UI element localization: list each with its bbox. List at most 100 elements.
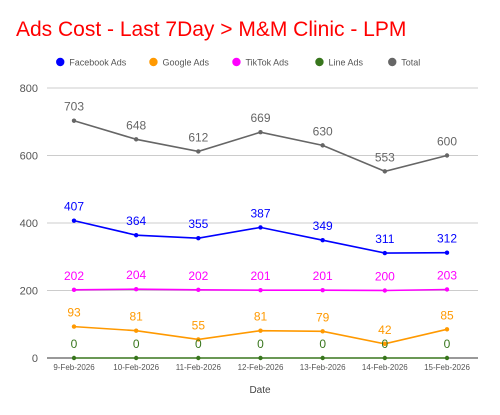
legend-label-tiktok-ads: TikTok Ads <box>245 57 289 67</box>
data-point-line-ads <box>382 355 388 361</box>
data-label-facebook-ads: 311 <box>375 232 394 246</box>
data-label-total: 630 <box>313 124 333 138</box>
data-point-tiktok-ads <box>71 287 77 293</box>
data-point-google-ads <box>71 324 77 329</box>
y-tick-label: 800 <box>20 83 38 95</box>
x-tick-label: 13-Feb-2026 <box>300 363 346 372</box>
data-label-total: 612 <box>188 130 208 144</box>
data-point-tiktok-ads <box>382 288 388 293</box>
data-label-total: 553 <box>375 150 395 164</box>
series-lines <box>71 118 450 361</box>
data-point-tiktok-ads <box>133 286 139 292</box>
data-point-line-ads <box>71 355 77 361</box>
legend-label-total: Total <box>401 57 420 67</box>
data-label-facebook-ads: 312 <box>437 232 457 246</box>
data-point-google-ads <box>320 329 325 334</box>
legend-swatch-google-ads <box>149 57 158 67</box>
y-tick-label: 400 <box>20 218 38 230</box>
data-point-tiktok-ads <box>258 287 263 293</box>
data-label-tiktok-ads: 201 <box>250 269 270 283</box>
data-point-facebook-ads <box>382 250 388 256</box>
x-tick-label: 12-Feb-2026 <box>238 363 284 372</box>
legend-swatch-tiktok-ads <box>232 57 241 67</box>
y-tick-label: 0 <box>32 353 38 365</box>
data-label-tiktok-ads: 201 <box>313 269 333 283</box>
data-label-facebook-ads: 355 <box>188 217 208 231</box>
data-label-google-ads: 55 <box>192 318 206 332</box>
data-label-line-ads: 0 <box>195 337 202 351</box>
data-label-facebook-ads: 349 <box>313 219 333 233</box>
data-point-tiktok-ads <box>320 287 325 293</box>
data-point-google-ads <box>444 327 450 332</box>
data-point-google-ads <box>196 337 201 342</box>
data-point-total <box>258 130 263 135</box>
data-point-facebook-ads <box>133 232 139 238</box>
data-label-google-ads: 93 <box>67 306 81 320</box>
data-point-google-ads <box>382 341 388 347</box>
data-label-google-ads: 81 <box>129 310 143 324</box>
data-point-line-ads <box>196 355 201 361</box>
data-point-total <box>320 143 325 148</box>
data-point-line-ads <box>320 355 325 361</box>
data-point-facebook-ads <box>196 235 201 241</box>
data-label-line-ads: 0 <box>444 337 451 351</box>
data-point-total <box>196 149 201 154</box>
legend-label-facebook-ads: Facebook Ads <box>69 57 127 67</box>
chart-title: Ads Cost - Last 7Day > M&M Clinic - LPM <box>16 18 407 41</box>
legend-label-line-ads: Line Ads <box>328 57 363 67</box>
x-tick-label: 9-Feb-2026 <box>53 363 95 372</box>
data-label-total: 669 <box>250 111 270 125</box>
legend-swatch-facebook-ads <box>56 57 65 67</box>
data-labels: 407 364 355 387 349 311 312 93 81 55 81 79 42 85 202 20… <box>64 100 457 351</box>
x-axis-ticks: 9-Feb-2026 10-Feb-2026 11-Feb-2026 12-Feb-2… <box>53 363 470 372</box>
data-label-tiktok-ads: 204 <box>126 268 146 282</box>
x-tick-label: 14-Feb-2026 <box>362 363 408 372</box>
y-axis-ticks: 0 200 400 600 800 <box>20 83 38 365</box>
data-point-facebook-ads <box>320 238 325 243</box>
x-tick-label: 10-Feb-2026 <box>113 363 159 372</box>
data-point-total <box>71 118 77 123</box>
data-label-tiktok-ads: 202 <box>64 269 84 283</box>
data-point-line-ads <box>133 355 139 361</box>
data-point-total <box>382 169 388 174</box>
data-label-line-ads: 0 <box>381 337 388 351</box>
y-tick-label: 600 <box>20 151 38 163</box>
data-point-facebook-ads <box>444 250 450 255</box>
data-point-tiktok-ads <box>444 287 450 292</box>
data-label-facebook-ads: 387 <box>250 206 270 220</box>
legend-label-google-ads: Google Ads <box>162 57 209 67</box>
data-label-line-ads: 0 <box>133 337 140 351</box>
data-label-facebook-ads: 407 <box>64 200 84 214</box>
legend: Facebook Ads Google Ads TikTok Ads Line Ads… <box>56 57 420 67</box>
data-label-tiktok-ads: 202 <box>188 269 208 283</box>
data-label-line-ads: 0 <box>71 337 78 351</box>
y-tick-label: 200 <box>20 286 38 298</box>
data-label-facebook-ads: 364 <box>126 214 146 228</box>
data-label-tiktok-ads: 200 <box>375 270 395 284</box>
data-label-tiktok-ads: 203 <box>437 268 457 282</box>
data-label-total: 600 <box>437 135 457 149</box>
x-tick-label: 15-Feb-2026 <box>424 363 470 372</box>
data-label-google-ads: 79 <box>316 310 330 324</box>
data-point-tiktok-ads <box>196 287 201 293</box>
data-point-line-ads <box>444 355 450 361</box>
data-label-google-ads: 85 <box>440 308 454 322</box>
data-point-facebook-ads <box>258 225 263 230</box>
data-point-total <box>444 153 450 158</box>
x-axis-title: Date <box>249 385 271 396</box>
data-point-total <box>133 137 139 142</box>
data-label-google-ads: 42 <box>378 323 392 337</box>
data-label-total: 648 <box>126 118 146 132</box>
legend-swatch-total <box>388 57 397 67</box>
data-point-google-ads <box>258 328 263 333</box>
x-tick-label: 11-Feb-2026 <box>176 363 222 372</box>
data-point-facebook-ads <box>71 218 77 223</box>
legend-swatch-line-ads <box>315 57 324 67</box>
data-label-line-ads: 0 <box>257 337 264 351</box>
data-label-google-ads: 81 <box>254 310 268 324</box>
data-point-google-ads <box>133 328 139 333</box>
data-label-total: 703 <box>64 100 84 114</box>
data-point-line-ads <box>258 355 263 361</box>
data-label-line-ads: 0 <box>319 337 326 351</box>
